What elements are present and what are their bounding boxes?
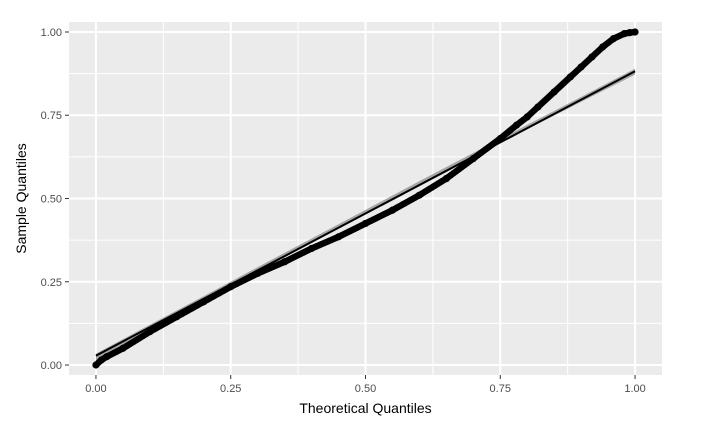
reference-line xyxy=(95,70,636,357)
x-tick-label: 0.75 xyxy=(490,383,511,395)
y-tick-label: 0.25 xyxy=(41,277,62,289)
x-tick-label: 0.50 xyxy=(355,383,376,395)
x-tick-label: 1.00 xyxy=(624,383,645,395)
y-tick-label: 0.50 xyxy=(41,194,62,206)
sample-points xyxy=(92,28,639,369)
sample-point xyxy=(631,28,639,36)
y-tick-label: 0.00 xyxy=(41,360,62,372)
x-axis-ticks: 0.00 0.25 0.50 0.75 1.00 xyxy=(85,375,646,395)
x-tick-label: 0.25 xyxy=(220,383,241,395)
y-tick-label: 1.00 xyxy=(41,27,62,39)
x-axis-title: Theoretical Quantiles xyxy=(299,400,431,416)
y-axis-title: Sample Quantiles xyxy=(13,143,29,254)
major-gridlines xyxy=(69,22,662,375)
y-tick-label: 0.75 xyxy=(41,110,62,122)
x-tick-label: 0.00 xyxy=(85,383,106,395)
y-axis-ticks: 0.00 0.25 0.50 0.75 1.00 xyxy=(41,27,69,372)
